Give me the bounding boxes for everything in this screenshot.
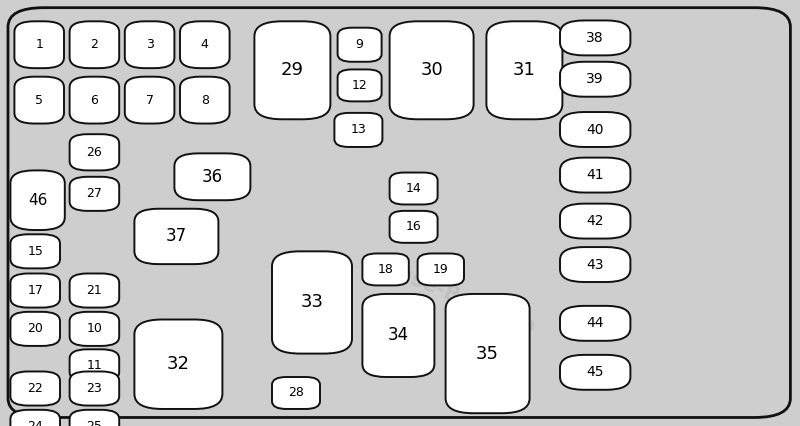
FancyBboxPatch shape — [446, 294, 530, 413]
FancyBboxPatch shape — [10, 312, 60, 346]
FancyBboxPatch shape — [334, 113, 382, 147]
FancyBboxPatch shape — [560, 158, 630, 193]
FancyBboxPatch shape — [174, 153, 250, 200]
Text: 16: 16 — [406, 220, 422, 233]
FancyBboxPatch shape — [70, 371, 119, 406]
Text: 43: 43 — [586, 258, 604, 271]
Text: Fuse-Box.info: Fuse-Box.info — [382, 259, 538, 337]
Text: 42: 42 — [586, 214, 604, 228]
Text: 4: 4 — [201, 38, 209, 51]
Text: 39: 39 — [586, 72, 604, 86]
Text: 24: 24 — [27, 420, 43, 426]
Text: 23: 23 — [86, 382, 102, 395]
FancyBboxPatch shape — [10, 234, 60, 268]
FancyBboxPatch shape — [14, 77, 64, 124]
FancyBboxPatch shape — [70, 21, 119, 68]
Text: 37: 37 — [166, 227, 187, 245]
FancyBboxPatch shape — [560, 112, 630, 147]
Text: 44: 44 — [586, 317, 604, 330]
FancyBboxPatch shape — [10, 371, 60, 406]
FancyBboxPatch shape — [125, 77, 174, 124]
Text: 14: 14 — [406, 182, 422, 195]
FancyBboxPatch shape — [70, 177, 119, 211]
FancyBboxPatch shape — [10, 410, 60, 426]
Text: 20: 20 — [27, 322, 43, 335]
FancyBboxPatch shape — [272, 251, 352, 354]
Text: 18: 18 — [378, 263, 394, 276]
FancyBboxPatch shape — [362, 253, 409, 285]
FancyBboxPatch shape — [390, 173, 438, 204]
FancyBboxPatch shape — [180, 21, 230, 68]
Text: 21: 21 — [86, 284, 102, 297]
Text: 34: 34 — [388, 326, 409, 345]
Text: 27: 27 — [86, 187, 102, 200]
FancyBboxPatch shape — [560, 355, 630, 390]
Text: 8: 8 — [201, 94, 209, 106]
Text: 17: 17 — [27, 284, 43, 297]
FancyBboxPatch shape — [70, 273, 119, 308]
Text: 12: 12 — [352, 79, 367, 92]
FancyBboxPatch shape — [70, 77, 119, 124]
Text: 7: 7 — [146, 94, 154, 106]
FancyBboxPatch shape — [134, 209, 218, 264]
Text: 46: 46 — [28, 193, 47, 208]
Text: 33: 33 — [301, 294, 323, 311]
Text: 31: 31 — [513, 61, 536, 79]
FancyBboxPatch shape — [180, 77, 230, 124]
Text: 40: 40 — [586, 123, 604, 136]
Text: 5: 5 — [35, 94, 43, 106]
Text: 30: 30 — [420, 61, 443, 79]
FancyBboxPatch shape — [362, 294, 434, 377]
Text: 28: 28 — [288, 386, 304, 400]
Text: 38: 38 — [586, 31, 604, 45]
Text: 15: 15 — [27, 245, 43, 258]
FancyBboxPatch shape — [70, 134, 119, 170]
FancyBboxPatch shape — [70, 312, 119, 346]
FancyBboxPatch shape — [560, 20, 630, 55]
Text: 32: 32 — [167, 355, 190, 373]
FancyBboxPatch shape — [254, 21, 330, 119]
FancyBboxPatch shape — [10, 170, 65, 230]
Text: 35: 35 — [476, 345, 499, 363]
FancyBboxPatch shape — [10, 273, 60, 308]
FancyBboxPatch shape — [560, 62, 630, 97]
FancyBboxPatch shape — [390, 21, 474, 119]
Text: 41: 41 — [586, 168, 604, 182]
FancyBboxPatch shape — [486, 21, 562, 119]
Text: 36: 36 — [202, 168, 223, 186]
FancyBboxPatch shape — [560, 306, 630, 341]
FancyBboxPatch shape — [134, 320, 222, 409]
FancyBboxPatch shape — [390, 211, 438, 243]
Text: 3: 3 — [146, 38, 154, 51]
Text: 45: 45 — [586, 366, 604, 379]
FancyBboxPatch shape — [8, 8, 790, 417]
Text: 26: 26 — [86, 146, 102, 159]
Text: 13: 13 — [350, 124, 366, 136]
Text: 22: 22 — [27, 382, 43, 395]
Text: 19: 19 — [433, 263, 449, 276]
FancyBboxPatch shape — [14, 21, 64, 68]
Text: 6: 6 — [90, 94, 98, 106]
Text: 1: 1 — [35, 38, 43, 51]
FancyBboxPatch shape — [338, 28, 382, 62]
Text: 10: 10 — [86, 322, 102, 335]
FancyBboxPatch shape — [338, 69, 382, 101]
FancyBboxPatch shape — [125, 21, 174, 68]
Text: 25: 25 — [86, 420, 102, 426]
FancyBboxPatch shape — [560, 247, 630, 282]
FancyBboxPatch shape — [70, 410, 119, 426]
Text: 9: 9 — [356, 38, 363, 51]
FancyBboxPatch shape — [272, 377, 320, 409]
FancyBboxPatch shape — [560, 204, 630, 239]
FancyBboxPatch shape — [70, 349, 119, 381]
Text: 29: 29 — [281, 61, 304, 79]
FancyBboxPatch shape — [418, 253, 464, 285]
Text: 11: 11 — [86, 359, 102, 372]
Text: 2: 2 — [90, 38, 98, 51]
